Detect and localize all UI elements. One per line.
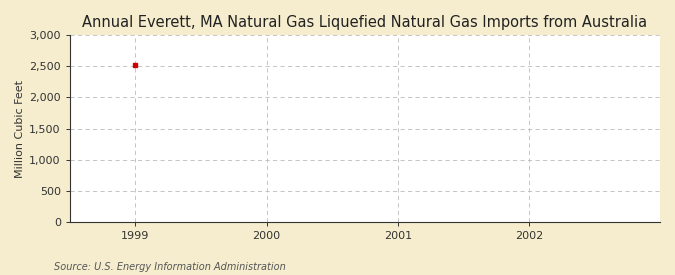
Text: Source: U.S. Energy Information Administration: Source: U.S. Energy Information Administ… [54,262,286,272]
Y-axis label: Million Cubic Feet: Million Cubic Feet [15,79,25,178]
Title: Annual Everett, MA Natural Gas Liquefied Natural Gas Imports from Australia: Annual Everett, MA Natural Gas Liquefied… [82,15,647,30]
